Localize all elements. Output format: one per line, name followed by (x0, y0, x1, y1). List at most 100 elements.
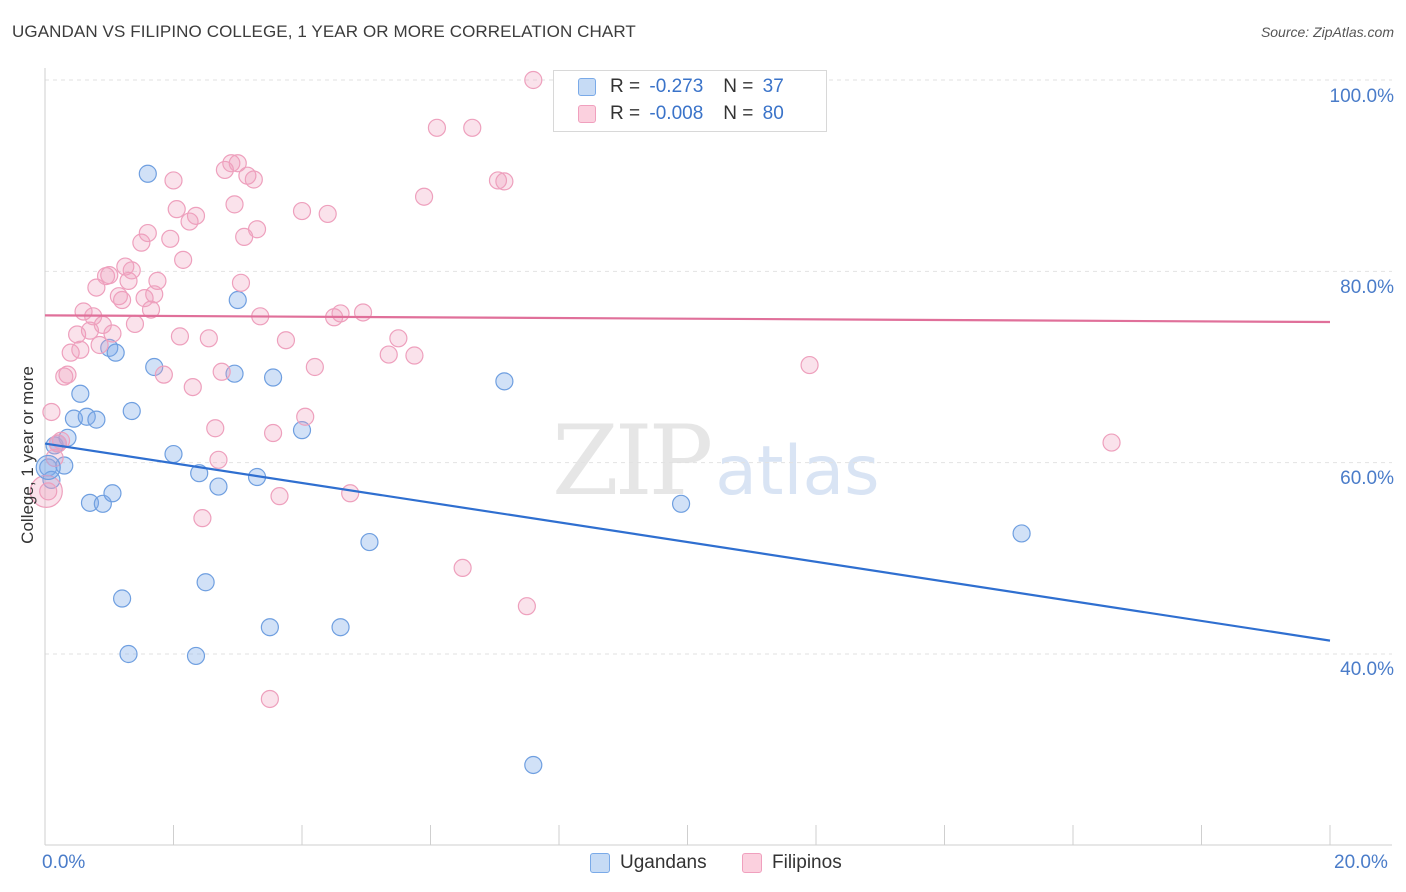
legend-n-value: 37 (762, 76, 784, 97)
source-note: Source: ZipAtlas.com (1260, 24, 1394, 40)
point-ugandans (112, 589, 132, 608)
point-filipinos (122, 261, 141, 280)
watermark-atlas: atlas (715, 432, 880, 511)
point-filipinos (1102, 433, 1121, 452)
legend-swatch-ugandans (578, 78, 596, 96)
legend-row-filipinos: R = -0.008 N = 80 (578, 102, 784, 126)
point-filipinos (148, 271, 167, 290)
point-filipinos (247, 220, 267, 239)
point-ugandans (331, 618, 350, 637)
point-filipinos (495, 172, 514, 191)
legend-n-label: N = (723, 76, 754, 97)
point-filipinos (427, 118, 447, 137)
point-ugandans (164, 444, 183, 464)
point-ugandans (138, 164, 157, 183)
point-filipinos (231, 273, 251, 292)
point-filipinos (119, 271, 138, 290)
point-ugandans (196, 573, 215, 592)
point-filipinos (58, 365, 77, 384)
point-filipinos (71, 340, 90, 359)
point-ugandans (524, 755, 543, 775)
legend-r-value: -0.273 (649, 76, 704, 97)
x-tick-label-0: 0.0% (42, 852, 86, 873)
watermark-zip: ZIP (552, 405, 713, 517)
point-filipinos (405, 346, 424, 365)
point-filipinos (292, 201, 312, 221)
point-filipinos (138, 223, 157, 243)
point-filipinos (154, 365, 173, 384)
point-filipinos (524, 70, 543, 90)
point-filipinos (125, 314, 145, 334)
point-filipinos (161, 229, 180, 248)
legend-n-label: N = (723, 103, 754, 124)
point-filipinos (244, 170, 263, 189)
point-filipinos (100, 266, 119, 285)
y-tick-label-100: 100.0% (1329, 86, 1394, 107)
point-filipinos (55, 367, 74, 386)
point-filipinos (212, 362, 231, 381)
point-filipinos (174, 250, 193, 269)
point-filipinos (193, 509, 212, 528)
point-filipinos (145, 285, 164, 304)
point-filipinos (800, 355, 819, 375)
point-ugandans (260, 618, 279, 637)
point-filipinos (90, 335, 109, 355)
point-filipinos (318, 204, 337, 224)
point-filipinos (103, 324, 122, 343)
point-filipinos (225, 195, 244, 214)
bottom-legend-label-filipinos: Filipinos (772, 852, 842, 873)
trendline-filipinos (44, 314, 1331, 324)
point-filipinos (353, 303, 373, 322)
point-filipinos (199, 329, 218, 348)
point-filipinos (164, 171, 183, 190)
correlation-legend: R = -0.273 N = 37 R = -0.008 N = 80 (553, 70, 827, 132)
point-filipinos (341, 484, 360, 503)
point-ugandans (87, 410, 106, 429)
point-ugandans (119, 644, 138, 664)
bottom-legend-label-ugandans: Ugandans (620, 852, 707, 873)
point-ugandans-cluster (35, 454, 61, 481)
bottom-legend-filipinos: Filipinos (742, 852, 842, 874)
trendline-ugandans (44, 442, 1331, 642)
bottom-legend-ugandans: Ugandans (590, 852, 707, 874)
point-filipinos (141, 300, 161, 319)
point-ugandans (360, 532, 379, 552)
point-ugandans (186, 646, 206, 666)
legend-row-ugandans: R = -0.273 N = 37 (578, 75, 784, 99)
point-filipinos (463, 118, 482, 137)
point-filipinos (389, 329, 408, 348)
chart-title: UGANDAN VS FILIPINO COLLEGE, 1 YEAR OR M… (12, 22, 636, 41)
point-filipinos (42, 402, 61, 422)
point-ugandans (80, 493, 100, 512)
point-filipinos (183, 377, 202, 397)
point-filipinos (517, 597, 536, 616)
point-ugandans (106, 343, 125, 362)
point-ugandans (122, 401, 141, 421)
y-tick-label-40: 40.0% (1340, 659, 1394, 680)
legend-r-label: R = (610, 103, 641, 124)
point-filipinos (270, 487, 289, 506)
point-filipinos (206, 419, 225, 438)
x-tick-label-20: 20.0% (1334, 852, 1388, 873)
point-filipinos (132, 233, 151, 252)
point-filipinos (222, 154, 241, 173)
point-ugandans (103, 484, 122, 503)
point-filipinos (260, 689, 279, 709)
point-filipinos (296, 407, 315, 426)
point-filipinos (305, 357, 324, 377)
y-tick-label-60: 60.0% (1340, 468, 1394, 489)
point-filipinos (453, 558, 472, 578)
point-ugandans (263, 368, 283, 387)
point-ugandans (1012, 524, 1031, 543)
point-filipinos (276, 331, 296, 350)
point-ugandans (495, 372, 514, 391)
point-filipinos (186, 206, 206, 225)
point-filipinos (170, 327, 190, 346)
legend-r-value: -0.008 (649, 103, 704, 124)
point-ugandans (671, 494, 691, 513)
bottom-legend-swatch-ugandans (590, 853, 610, 873)
point-ugandans (292, 421, 312, 440)
point-filipinos (379, 345, 398, 364)
point-filipinos (263, 423, 283, 443)
